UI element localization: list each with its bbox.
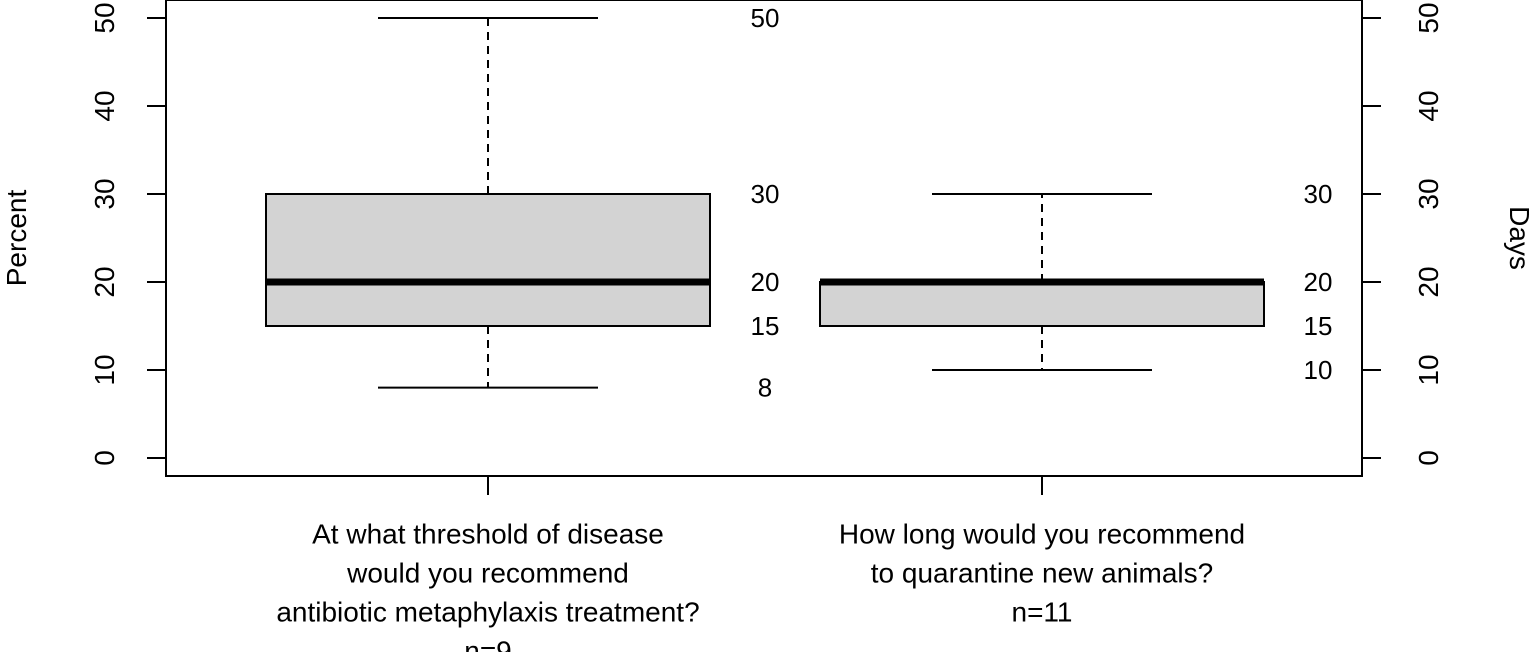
right-tick-label: 0 [1413,450,1444,466]
right-tick-label: 10 [1413,354,1444,385]
value-label: 20 [751,267,780,297]
value-label: 8 [758,373,772,403]
right-axis-title: Days [1504,206,1535,270]
left-axis: 0 10 20 30 40 50 [89,2,166,466]
iqr-box [265,193,711,327]
iqr-box [819,281,1265,327]
value-label: 10 [1304,355,1333,385]
boxes: 50 30 20 15 8 At what threshold of disease wou… [265,3,1333,652]
category-label-line: n=9 [464,636,512,652]
left-tick-label: 30 [89,178,120,209]
value-label: 15 [1304,311,1333,341]
left-axis-title: Percent [1,190,32,287]
left-tick-label: 0 [89,450,120,466]
category-label-line: would you recommend [346,558,629,589]
right-tick-label: 30 [1413,178,1444,209]
right-tick-label: 50 [1413,2,1444,33]
left-tick-label: 10 [89,354,120,385]
value-label: 20 [1304,267,1333,297]
right-tick-label: 40 [1413,90,1444,121]
box-1: 50 30 20 15 8 At what threshold of disease wou… [265,3,780,652]
category-label-line: How long would you recommend [839,519,1245,550]
left-tick-label: 20 [89,266,120,297]
left-tick-label: 50 [89,2,120,33]
plot-frame [165,0,1363,477]
category-label-line: antibiotic metaphylaxis treatment? [276,597,699,628]
right-axis: 0 10 20 30 40 50 [1362,2,1444,466]
category-label-line: n=11 [1012,597,1073,628]
right-tick-label: 20 [1413,266,1444,297]
value-label: 15 [751,311,780,341]
category-label-line: At what threshold of disease [312,519,664,550]
left-tick-label: 40 [89,90,120,121]
category-label-line: to quarantine new animals? [871,558,1213,589]
value-label: 30 [1304,179,1333,209]
box-2: 30 20 15 10 How long would you recommend to q… [819,179,1333,628]
value-label: 30 [751,179,780,209]
value-label: 50 [751,3,780,33]
